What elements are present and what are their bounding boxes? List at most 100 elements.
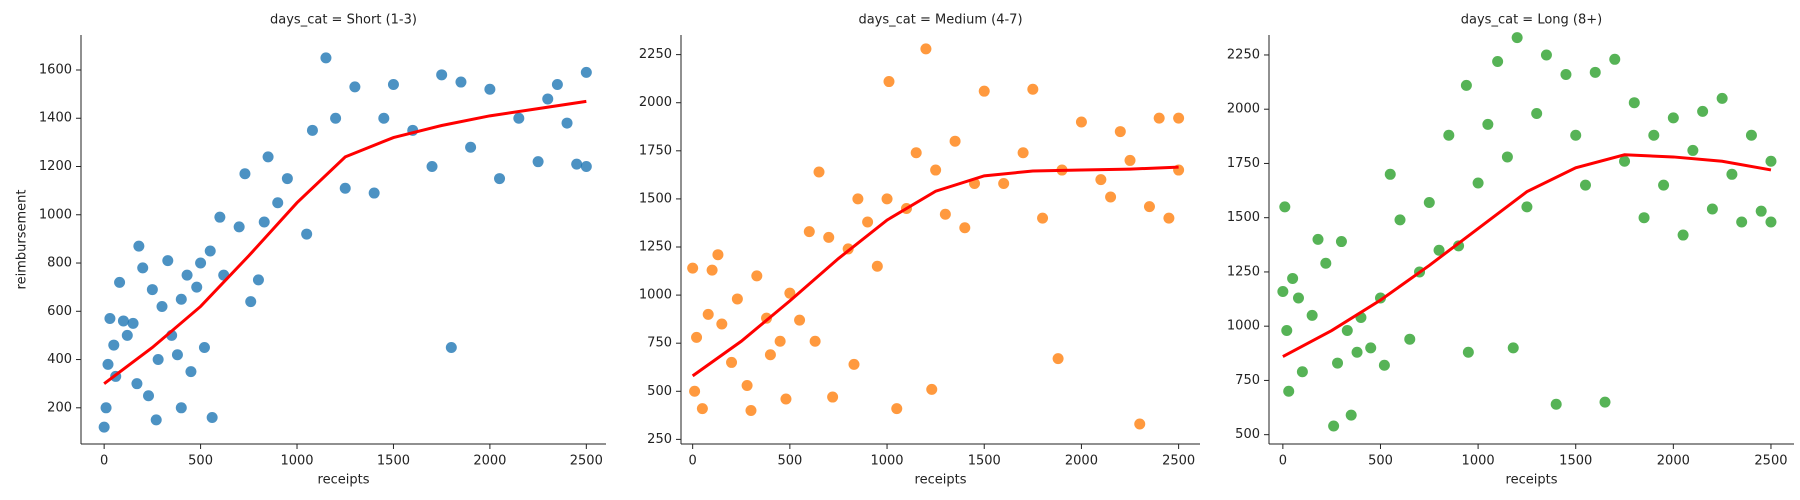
point: [150, 414, 162, 426]
x-tick-label: 500: [777, 454, 802, 469]
panel-title: days_cat = Medium (4-7): [858, 13, 1022, 28]
point: [1755, 205, 1767, 217]
point: [1345, 409, 1357, 421]
point: [1105, 191, 1117, 203]
point: [1378, 359, 1390, 371]
point: [281, 173, 293, 185]
point: [702, 308, 714, 320]
point: [258, 216, 270, 228]
point: [1482, 118, 1494, 130]
point: [1443, 129, 1455, 141]
point: [848, 358, 860, 370]
point: [1677, 229, 1689, 241]
point: [716, 318, 728, 330]
point: [378, 112, 390, 124]
point: [239, 168, 251, 180]
point: [1697, 105, 1709, 117]
point: [1638, 212, 1650, 224]
y-tick-label: 1400: [39, 111, 72, 126]
point: [185, 366, 197, 378]
x-tick-label: 1000: [870, 454, 903, 469]
point: [1521, 201, 1533, 213]
y-axis-label: reimbursement: [15, 190, 30, 290]
point: [455, 76, 467, 88]
point: [1320, 257, 1332, 269]
point: [272, 197, 284, 209]
x-tick-label: 500: [188, 454, 213, 469]
point: [551, 78, 563, 90]
point: [387, 78, 399, 90]
point: [349, 81, 361, 93]
point: [1134, 418, 1146, 430]
x-tick-label: 0: [100, 454, 108, 469]
y-tick-label: 200: [47, 400, 72, 415]
point: [1384, 168, 1396, 180]
y-tick-label: 2250: [639, 47, 672, 62]
point: [891, 403, 903, 415]
y-tick-label: 1600: [39, 62, 72, 77]
point: [959, 222, 971, 234]
point: [1332, 357, 1344, 369]
trend-line: [103, 99, 587, 385]
point: [803, 226, 815, 238]
point: [691, 331, 703, 343]
point: [198, 341, 210, 353]
point: [1037, 212, 1049, 224]
point: [1279, 201, 1291, 213]
point: [301, 228, 313, 240]
point: [871, 260, 883, 272]
x-axis-label: receipts: [318, 473, 370, 488]
x-axis-label: receipts: [1506, 473, 1558, 488]
y-tick-label: 500: [1235, 427, 1260, 442]
point: [1460, 79, 1472, 91]
point: [245, 296, 257, 308]
point: [339, 182, 351, 194]
point: [175, 402, 187, 414]
y-tick-label: 2000: [639, 95, 672, 110]
point: [910, 147, 922, 159]
point: [852, 193, 864, 205]
point: [1579, 179, 1591, 191]
x-tick-label: 2500: [570, 454, 603, 469]
point: [883, 76, 895, 88]
point: [881, 193, 893, 205]
point: [813, 166, 825, 178]
point: [784, 287, 796, 299]
y-tick-label: 1000: [39, 207, 72, 222]
point: [764, 349, 776, 361]
point: [1423, 197, 1435, 209]
point: [1404, 333, 1416, 345]
point: [513, 112, 525, 124]
point: [726, 356, 738, 368]
point: [191, 281, 203, 293]
point: [465, 141, 477, 153]
y-tick-label: 1500: [1227, 210, 1260, 225]
x-tick-label: 2000: [473, 454, 506, 469]
y-tick-label: 1750: [1227, 156, 1260, 171]
point: [98, 421, 110, 433]
y-tick-label: 500: [647, 384, 672, 399]
y-tick-label: 750: [1235, 373, 1260, 388]
point: [330, 112, 342, 124]
x-tick-label: 0: [1279, 454, 1287, 469]
point: [1511, 32, 1523, 44]
point: [1328, 420, 1340, 432]
panel-title: days_cat = Long (8+): [1461, 13, 1602, 28]
point: [1736, 216, 1748, 228]
point: [1394, 214, 1406, 226]
point: [1351, 346, 1363, 358]
y-tick-label: 2000: [1227, 102, 1260, 117]
y-tick-label: 1250: [639, 240, 672, 255]
point: [1472, 177, 1484, 189]
x-tick-label: 1000: [1462, 454, 1495, 469]
point: [1550, 398, 1562, 410]
point: [1173, 112, 1185, 124]
point: [1619, 155, 1631, 167]
point: [1114, 126, 1126, 138]
point: [542, 93, 554, 105]
point: [1658, 179, 1670, 191]
point: [1599, 396, 1611, 408]
y-tick-label: 1250: [1227, 264, 1260, 279]
point: [1667, 112, 1679, 124]
